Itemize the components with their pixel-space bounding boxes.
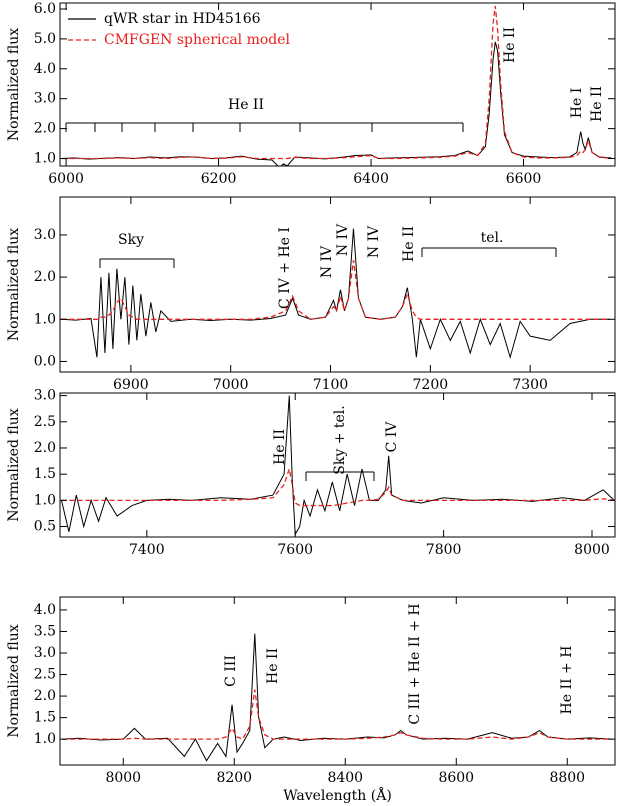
y-axis-label: Normalized flux <box>6 228 22 341</box>
y-tick-label: 1.5 <box>34 466 56 482</box>
panel: 8000 8200 8400 8600 8800 1.0 1.5 2.0 2.5 3.0 3.5 4.… <box>6 596 616 804</box>
x-axis-label: Wavelength (Å) <box>283 786 392 804</box>
y-tick-label: 2.0 <box>34 440 56 456</box>
y-tick-label: 2.0 <box>34 121 56 137</box>
axes-frame <box>59 392 616 538</box>
y-tick-label: 3.5 <box>34 623 56 639</box>
panel: 6900 7000 7100 7200 7300 0.0 1.0 2.0 3.0 Normaliz… <box>6 196 616 393</box>
x-tick-label: 7300 <box>512 377 548 393</box>
axes-frame <box>59 596 616 766</box>
y-tick-label: 5.0 <box>34 31 56 47</box>
x-tick-label: 8800 <box>549 770 585 786</box>
lines <box>60 228 611 360</box>
x-tick-label: 7000 <box>213 377 249 393</box>
x-tick-label: 6200 <box>201 171 237 187</box>
legend-label: CMFGEN spherical model <box>104 32 291 48</box>
y-tick-label: 2.5 <box>34 414 56 430</box>
lines <box>62 5 612 166</box>
spectrum-line <box>61 466 615 507</box>
x-tick-label: 6600 <box>506 171 542 187</box>
x-tick-label: 7200 <box>413 377 449 393</box>
annotation: He II <box>401 226 417 262</box>
spectrum-line <box>62 41 612 166</box>
annotation: C III <box>223 655 239 687</box>
spectrum-line <box>60 395 615 537</box>
panel: 6000 6200 6400 6600 1.0 2.0 3.0 4.0 5.0 6.0 Normal… <box>6 1 616 187</box>
annotation: He II <box>228 97 264 113</box>
annotation: He II <box>272 429 288 465</box>
y-tick-label: 1.0 <box>34 311 56 327</box>
annotation: N IV <box>335 223 351 256</box>
x-tick-label: 7800 <box>426 542 462 558</box>
annotation: He II <box>502 27 518 63</box>
spectrum-line <box>62 689 612 740</box>
x-tick-label: 6400 <box>353 171 389 187</box>
axes-frame <box>59 2 616 167</box>
annotation: N IV <box>366 225 382 258</box>
annotation: tel. <box>481 230 504 246</box>
y-axis-label: Normalized flux <box>6 408 22 521</box>
x-tick-label: 8000 <box>105 770 141 786</box>
y-tick-label: 3.0 <box>34 227 56 243</box>
x-tick-label: 6000 <box>48 171 84 187</box>
y-tick-label: 3.0 <box>34 645 56 661</box>
axes-frame <box>59 196 616 373</box>
y-tick-label: 1.0 <box>34 492 56 508</box>
annotation: C IV <box>384 421 400 453</box>
y-tick-label: 0.5 <box>34 519 56 535</box>
x-tick-label: 8400 <box>327 770 363 786</box>
annotation: C III + He II + H <box>407 603 423 724</box>
x-tick-label: 7400 <box>129 542 165 558</box>
x-tick-label: 6900 <box>113 377 149 393</box>
y-tick-label: 1.0 <box>34 731 56 747</box>
x-tick-label: 8200 <box>216 770 252 786</box>
y-tick-label: 4.0 <box>34 61 56 77</box>
x-tick-label: 7600 <box>277 542 313 558</box>
y-axis-label: Normalized flux <box>6 624 22 737</box>
x-tick-label: 7100 <box>313 377 349 393</box>
y-tick-label: 1.5 <box>34 710 56 726</box>
y-axis-label: Normalized flux <box>6 28 22 141</box>
y-tick-label: 1.0 <box>34 151 56 167</box>
annotation: C IV + He I <box>277 227 293 309</box>
lines <box>62 633 612 762</box>
spectrum-line <box>62 633 612 762</box>
annotation: Sky + tel. <box>332 405 348 474</box>
spectrum-line <box>62 5 612 160</box>
y-tick-label: 2.0 <box>34 269 56 285</box>
annotation: N IV <box>319 245 335 278</box>
annotation: He II <box>265 648 281 684</box>
panel: 7400 7600 7800 8000 0.5 1.0 1.5 2.0 2.5 3.0 Normal… <box>6 388 616 558</box>
annotation: He II <box>589 86 605 122</box>
legend-label: qWR star in HD45166 <box>104 11 261 27</box>
annotation: Sky <box>118 232 144 248</box>
y-tick-label: 3.0 <box>34 388 56 404</box>
spectrum-line <box>61 260 611 320</box>
x-tick-label: 8600 <box>438 770 474 786</box>
x-tick-label: 8000 <box>574 542 610 558</box>
lines <box>60 395 615 537</box>
y-tick-label: 2.5 <box>34 667 56 683</box>
y-tick-label: 3.0 <box>34 91 56 107</box>
y-tick-label: 4.0 <box>34 602 56 618</box>
annotation: He I <box>569 88 585 118</box>
annotation: He II + H <box>559 646 575 715</box>
y-tick-label: 2.0 <box>34 688 56 704</box>
spectrum-line <box>60 228 611 360</box>
y-tick-label: 0.0 <box>34 353 56 369</box>
y-tick-label: 6.0 <box>34 1 56 17</box>
